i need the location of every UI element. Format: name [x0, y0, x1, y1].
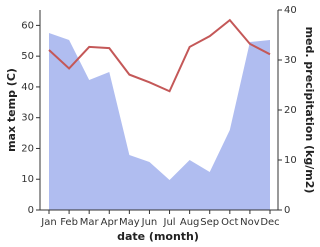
x-tick-label: May: [119, 217, 140, 228]
y2-tick-label: 20: [284, 105, 297, 116]
y2-tick-label: 30: [284, 55, 297, 66]
x-tick-label: Jan: [40, 217, 56, 228]
x-tick-label: Jun: [141, 217, 158, 228]
x-tick-label: Oct: [221, 217, 238, 228]
x-tick-label: Jul: [163, 217, 176, 228]
x-tick-label: Mar: [80, 217, 100, 228]
x-tick-label: Feb: [60, 217, 78, 228]
y-tick-label: 60: [21, 20, 34, 31]
x-tick-label: Dec: [260, 217, 279, 228]
area: [49, 33, 270, 210]
y-tick-label: 10: [21, 174, 34, 185]
y2-tick-label: 0: [284, 205, 290, 216]
y-tick-label: 0: [28, 205, 34, 216]
y2-axis-label: med. precipitation (kg/m2): [303, 27, 316, 194]
y2-tick-label: 40: [284, 5, 297, 16]
y-tick-label: 30: [21, 113, 34, 124]
x-tick-label: Nov: [240, 217, 260, 228]
y-tick-label: 20: [21, 143, 34, 154]
x-tick-label: Sep: [200, 217, 219, 228]
y-axis-label: max temp (C): [5, 68, 18, 152]
line: [48, 18, 271, 93]
x-tick-label: Apr: [101, 217, 119, 228]
x-tick-label: Aug: [180, 217, 200, 228]
y2-tick-label: 10: [284, 155, 297, 166]
x-axis-label: date (month): [117, 230, 199, 243]
y-tick-label: 50: [21, 51, 34, 62]
y-tick-label: 40: [21, 82, 34, 93]
